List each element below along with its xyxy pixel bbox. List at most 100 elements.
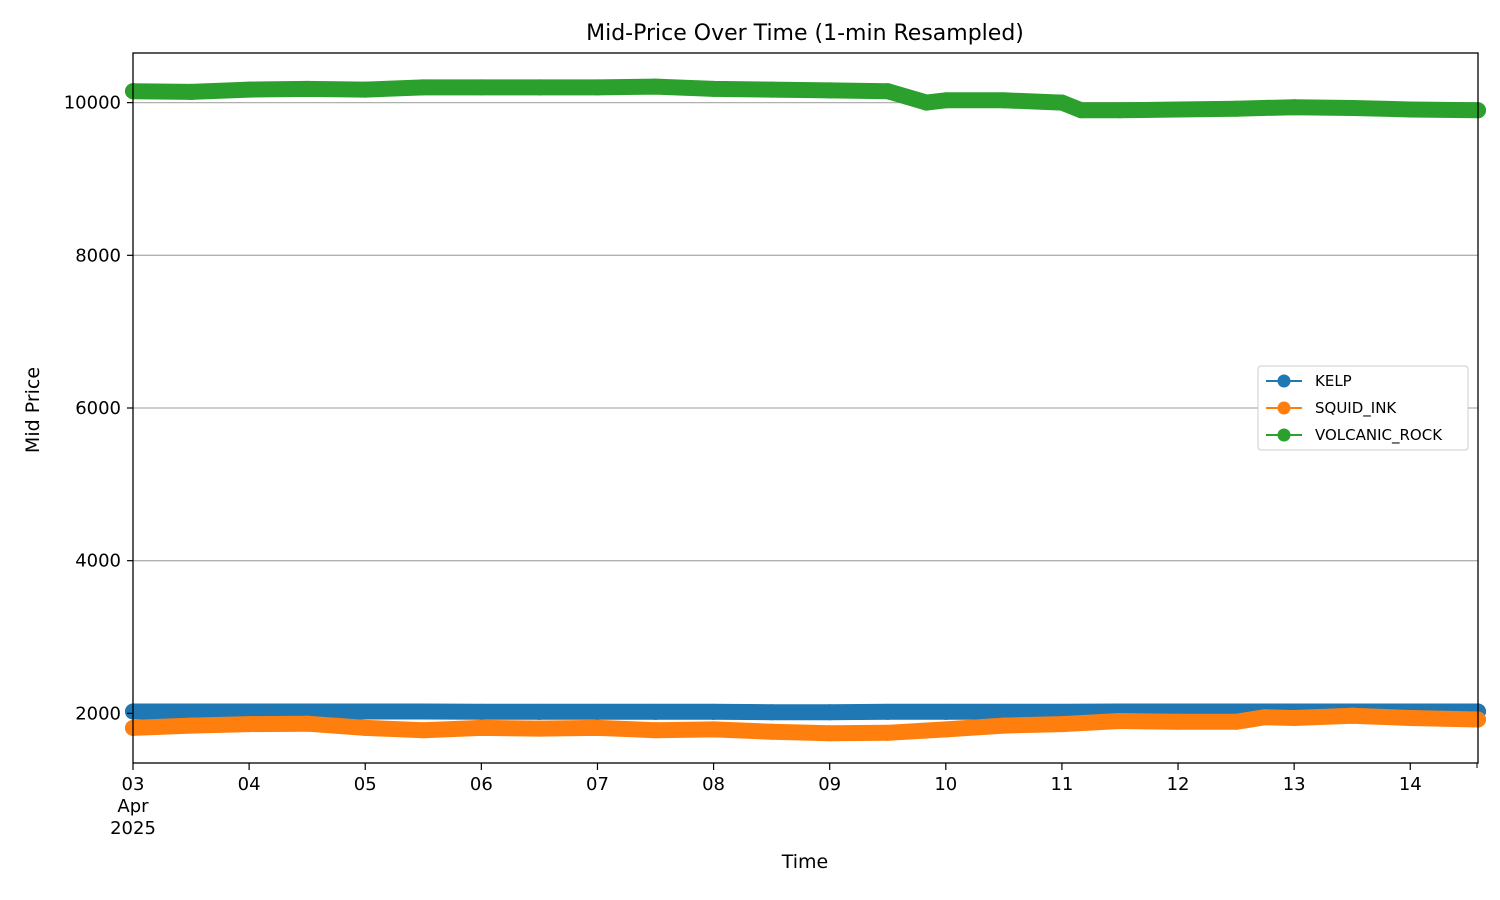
- data-point: [705, 80, 722, 97]
- x-tick-label-line: 08: [702, 774, 725, 795]
- y-tick-label: 8000: [75, 245, 121, 266]
- data-point: [1111, 102, 1128, 119]
- legend-label: VOLCANIC_ROCK: [1315, 426, 1443, 445]
- data-point: [821, 725, 838, 742]
- data-point: [473, 79, 490, 96]
- data-point: [821, 82, 838, 99]
- data-point: [183, 83, 200, 100]
- data-point: [995, 92, 1012, 109]
- x-tick-label-line: 2025: [110, 818, 156, 839]
- x-tick-label-line: 14: [1399, 774, 1422, 795]
- data-point: [1257, 709, 1274, 726]
- series-line-kelp: [125, 703, 1486, 721]
- x-tick-label: 03 Apr 2025: [110, 774, 156, 839]
- data-point: [357, 81, 374, 98]
- legend-label: SQUID_INK: [1315, 399, 1397, 418]
- y-tick-label: 6000: [75, 398, 121, 419]
- data-point: [241, 716, 258, 733]
- data-point: [1344, 99, 1361, 116]
- y-axis-label: Mid Price: [22, 367, 44, 453]
- data-point: [589, 79, 606, 96]
- y-axis: 2000 4000 6000 8000 10000: [64, 93, 133, 724]
- data-point: [357, 719, 374, 736]
- x-tick-label-line: 09: [818, 774, 841, 795]
- y-tick-label: 10000: [64, 93, 121, 114]
- x-tick-label: 10: [934, 774, 957, 795]
- chart-title: Mid-Price Over Time (1-min Resampled): [586, 21, 1024, 46]
- data-point: [473, 719, 490, 736]
- data-point: [1402, 101, 1419, 118]
- x-tick-label-line: 03: [122, 774, 145, 795]
- x-axis: 03 Apr 2025 04 05 06 07 08 09 10 11 12 13 14: [110, 763, 1478, 839]
- x-tick-label: 08: [702, 774, 725, 795]
- y-tick-label: 2000: [75, 703, 121, 724]
- x-tick-label: 12: [1167, 774, 1190, 795]
- data-point: [1170, 713, 1187, 730]
- x-tick-label-line: 12: [1167, 774, 1190, 795]
- x-tick-label: 07: [586, 774, 609, 795]
- legend-marker: [1277, 401, 1291, 415]
- data-point: [473, 703, 490, 720]
- data-point: [415, 722, 432, 739]
- data-point: [1073, 102, 1090, 119]
- legend-marker: [1277, 428, 1291, 442]
- x-tick-label: 04: [238, 774, 261, 795]
- data-point: [763, 704, 780, 721]
- data-point: [241, 81, 258, 98]
- data-point: [1111, 713, 1128, 730]
- data-point: [937, 92, 954, 109]
- data-point: [937, 703, 954, 720]
- data-point: [647, 722, 664, 739]
- data-point: [879, 703, 896, 720]
- data-point: [705, 721, 722, 738]
- data-point: [531, 703, 548, 720]
- legend-frame: [1257, 365, 1469, 451]
- data-point: [531, 79, 548, 96]
- data-point: [1228, 100, 1245, 117]
- data-point: [241, 703, 258, 720]
- data-point: [1228, 713, 1245, 730]
- x-tick-label-line: 11: [1050, 774, 1073, 795]
- x-tick-label: 09: [818, 774, 841, 795]
- data-point: [995, 717, 1012, 734]
- legend-label: KELP: [1315, 372, 1352, 390]
- legend-marker: [1277, 374, 1291, 388]
- data-point: [589, 719, 606, 736]
- series-line-volcanic-rock: [125, 78, 1486, 119]
- data-point: [1053, 94, 1070, 111]
- x-tick-label-line: 13: [1283, 774, 1306, 795]
- data-point: [1286, 709, 1303, 726]
- data-point: [1402, 709, 1419, 726]
- data-point: [995, 703, 1012, 720]
- data-point: [299, 715, 316, 732]
- x-tick-label-line: 07: [586, 774, 609, 795]
- x-tick-label: 13: [1283, 774, 1306, 795]
- data-point: [531, 720, 548, 737]
- x-tick-label: 05: [354, 774, 377, 795]
- data-point: [299, 80, 316, 97]
- data-point: [183, 703, 200, 720]
- series-layer: [125, 78, 1486, 742]
- data-point: [821, 704, 838, 721]
- x-axis-label: Time: [781, 851, 829, 873]
- data-point: [415, 79, 432, 96]
- x-tick-label: 14: [1399, 774, 1422, 795]
- data-point: [705, 703, 722, 720]
- data-point: [1170, 101, 1187, 118]
- data-point: [1344, 707, 1361, 724]
- x-tick-label-line: 06: [470, 774, 493, 795]
- x-tick-label-line: 10: [934, 774, 957, 795]
- x-tick-label-line: 05: [354, 774, 377, 795]
- data-point: [589, 703, 606, 720]
- data-point: [763, 723, 780, 740]
- data-point: [183, 717, 200, 734]
- legend: KELP SQUID_INK VOLCANIC_ROCK: [1257, 365, 1469, 451]
- data-point: [918, 94, 935, 111]
- y-tick-label: 4000: [75, 551, 121, 572]
- x-tick-label: 11: [1050, 774, 1073, 795]
- data-point: [647, 78, 664, 95]
- data-point: [1286, 99, 1303, 116]
- data-point: [879, 83, 896, 100]
- data-point: [299, 703, 316, 720]
